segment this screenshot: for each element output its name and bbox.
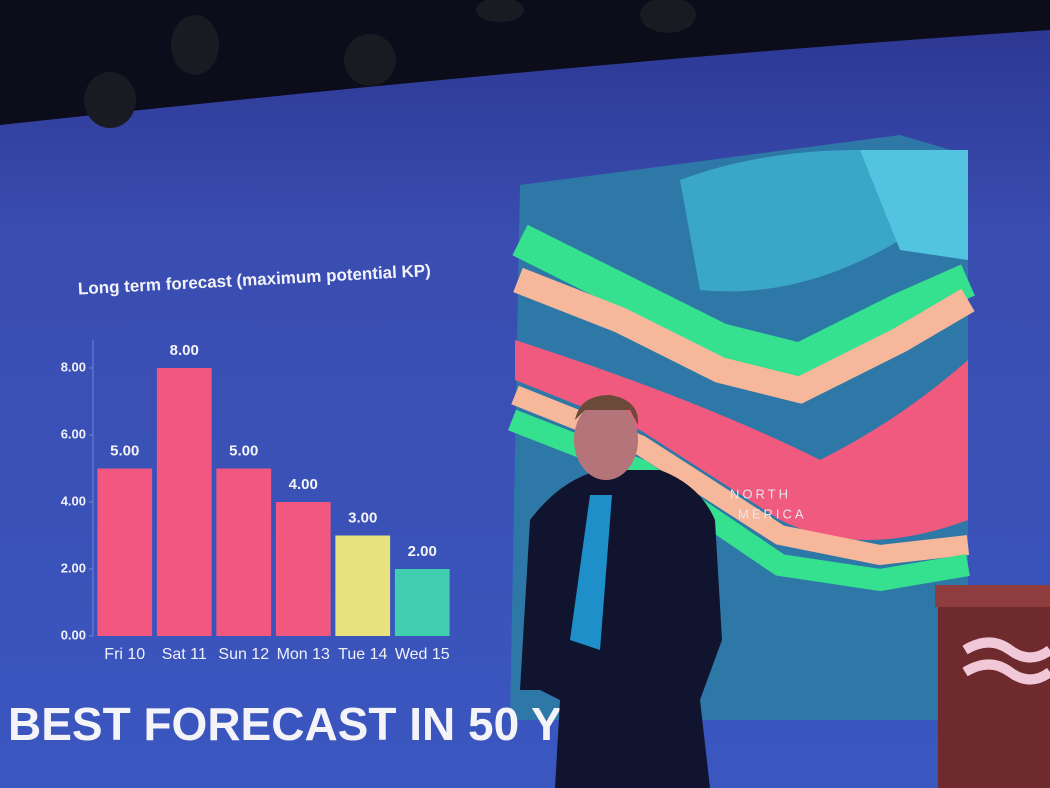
map-label: NORTH <box>730 486 791 501</box>
x-tick-label: Sat 11 <box>162 646 207 663</box>
x-tick-label: Sun 12 <box>218 646 269 663</box>
x-tick-label: Mon 13 <box>277 646 330 663</box>
bar <box>156 368 212 636</box>
y-tick-label: 4.00 <box>61 493 86 508</box>
podium <box>935 585 1050 788</box>
bar <box>335 535 391 636</box>
x-tick-label: Wed 15 <box>395 646 450 663</box>
value-label: 8.00 <box>170 342 199 359</box>
value-label: 2.00 <box>408 543 437 560</box>
y-tick-label: 2.00 <box>61 560 86 575</box>
value-label: 3.00 <box>348 509 377 526</box>
presenter <box>520 395 722 788</box>
map-label: MERICA <box>738 506 807 521</box>
x-tick-label: Tue 14 <box>338 646 387 663</box>
chart: Long term forecast (maximum potential KP… <box>61 261 450 663</box>
value-label: 5.00 <box>110 442 139 459</box>
value-label: 4.00 <box>289 476 318 493</box>
ceiling <box>0 0 1050 125</box>
bar <box>216 468 272 636</box>
y-tick-label: 6.00 <box>61 426 86 441</box>
x-tick-label: Fri 10 <box>104 646 145 663</box>
banner: BEST FORECAST IN 50 YEA <box>8 698 626 750</box>
stage-lights <box>84 0 696 128</box>
value-label: 5.00 <box>229 442 258 459</box>
bar <box>97 468 153 636</box>
y-tick-label: 8.00 <box>61 359 86 374</box>
bar <box>275 502 331 636</box>
y-tick-label: 0.00 <box>61 627 86 642</box>
bar <box>394 569 450 636</box>
